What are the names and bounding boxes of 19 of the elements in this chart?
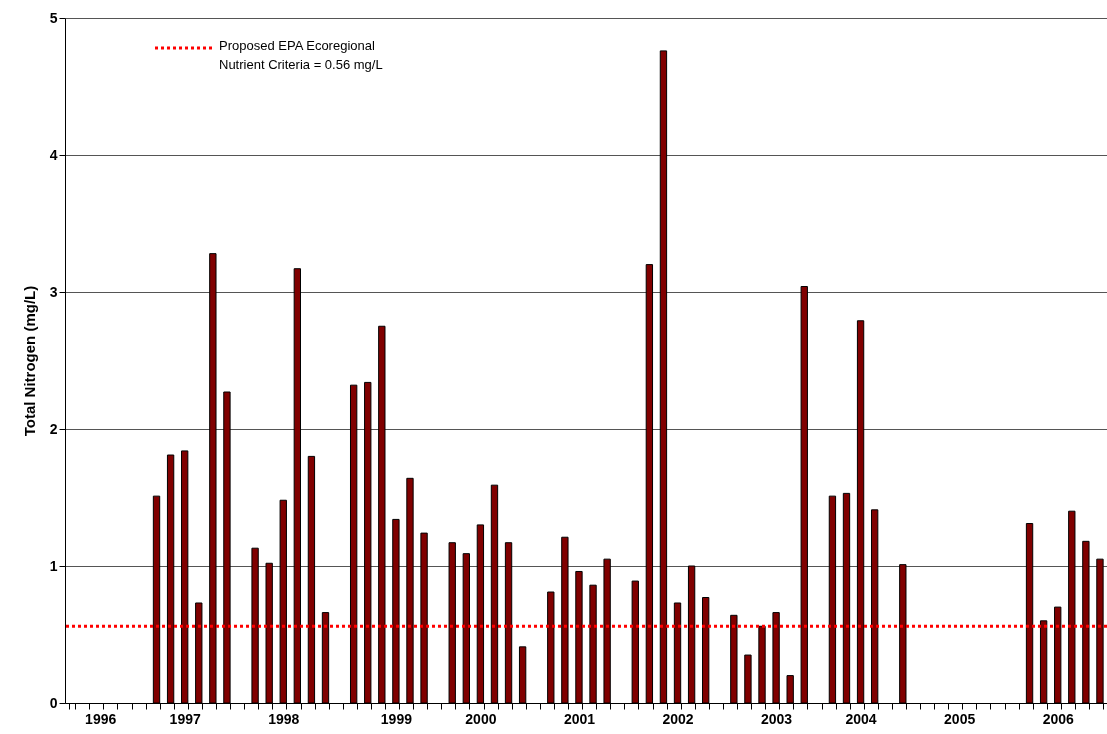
x-tick-label: 1997 <box>169 710 201 727</box>
y-tick-label: 3 <box>49 283 58 300</box>
y-tick-label: 2 <box>49 420 58 437</box>
y-tick-label: 5 <box>49 9 58 26</box>
x-tick-label: 2006 <box>1042 710 1074 727</box>
y-tick-label: 0 <box>49 694 58 711</box>
x-tick-label: 2005 <box>944 710 976 727</box>
x-tick-label: 1999 <box>380 710 413 727</box>
y-tick-label: 1 <box>49 557 58 574</box>
x-tick-label: 1998 <box>268 710 300 727</box>
x-tick-label: 2001 <box>563 710 596 727</box>
x-tick-label: 2003 <box>761 710 793 727</box>
x-tick-label: 2000 <box>465 710 497 727</box>
y-tick-label: 4 <box>49 146 58 163</box>
y-axis-title: Total Nitrogen (mg/L) <box>20 285 38 437</box>
x-tick-label: 1996 <box>85 710 117 727</box>
legend-label: Proposed EPA Ecoregional Nutrient Criteria = 0.56 mg/L <box>219 38 383 72</box>
x-tick-label: 2004 <box>845 710 877 727</box>
x-tick-label: 2002 <box>662 710 694 727</box>
